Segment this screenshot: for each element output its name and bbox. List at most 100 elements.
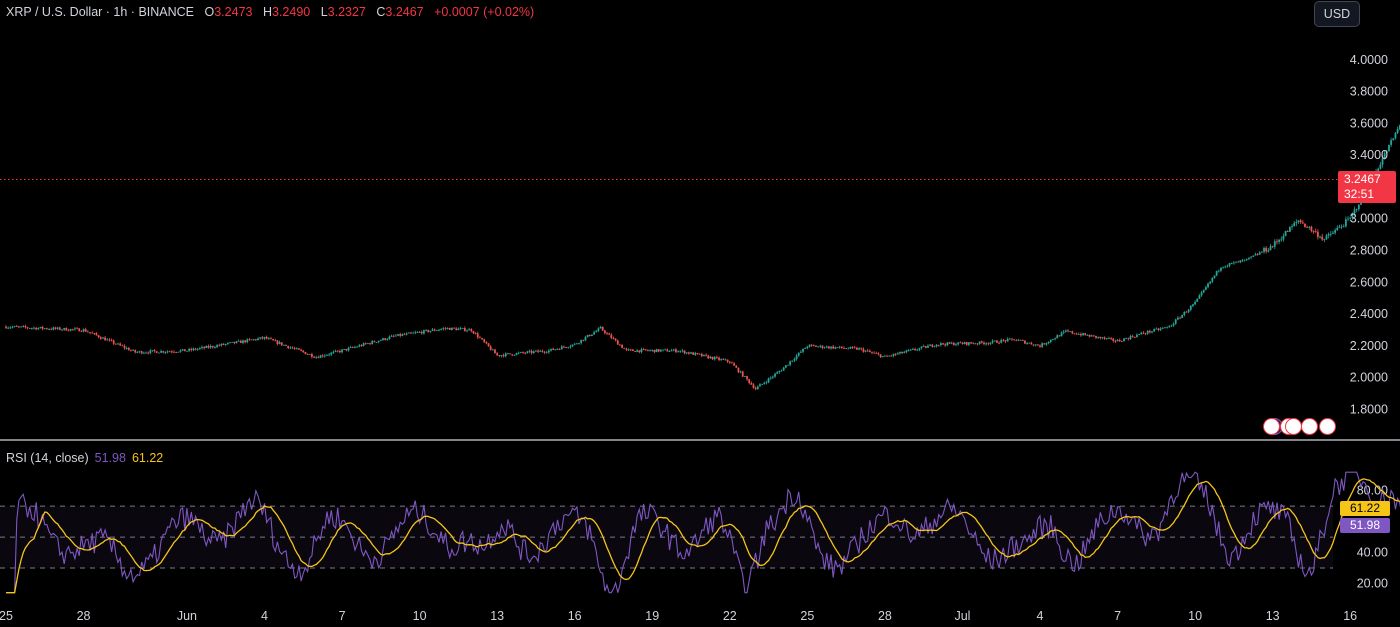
candle-body xyxy=(233,341,236,344)
time-tick-label: 4 xyxy=(261,609,268,623)
candle-body xyxy=(1129,336,1132,340)
candle-body xyxy=(1136,334,1138,338)
symbol-legend[interactable]: XRP / U.S. Dollar · 1h · BINANCE O3.2473… xyxy=(6,5,534,19)
candle-body xyxy=(306,354,309,355)
candle-body xyxy=(666,349,669,352)
candle-body xyxy=(382,338,384,341)
candle-body xyxy=(285,344,287,346)
candle-body xyxy=(993,340,996,342)
candle-body xyxy=(364,343,367,345)
candle-body xyxy=(948,342,951,344)
candle-body xyxy=(11,326,14,328)
candle-body xyxy=(1192,304,1194,306)
candle-body xyxy=(845,348,848,350)
candle-body xyxy=(28,328,31,329)
candle-body xyxy=(776,372,779,374)
candle-body xyxy=(929,344,932,346)
candle-body xyxy=(336,350,339,352)
candle-body xyxy=(61,329,63,331)
candle-body xyxy=(1269,246,1272,251)
candle-body xyxy=(1181,315,1184,319)
candle-body xyxy=(793,359,796,361)
candle-body xyxy=(254,339,257,341)
candle-body xyxy=(1299,220,1302,223)
candle-body xyxy=(970,342,972,344)
candle-body xyxy=(224,343,227,345)
candle-body xyxy=(476,333,479,338)
candle-body xyxy=(1013,339,1016,341)
candle-body xyxy=(550,348,552,351)
candle-body xyxy=(700,354,703,357)
price-tick-label: 2.2000 xyxy=(1350,339,1388,353)
last-price-value: 3.2467 xyxy=(1344,172,1381,187)
candle-body xyxy=(1228,263,1231,266)
candle-body xyxy=(168,351,171,353)
candle-body xyxy=(425,329,427,331)
candle-body xyxy=(190,348,193,351)
candle-body xyxy=(569,346,572,348)
candle-body xyxy=(821,345,824,348)
candle-body xyxy=(63,327,66,330)
candle-body xyxy=(1293,223,1296,227)
candle-body xyxy=(849,347,852,349)
candle-body xyxy=(1069,331,1072,333)
candle-body xyxy=(216,345,219,348)
candle-body xyxy=(746,376,748,380)
us-flag-icon[interactable] xyxy=(1263,418,1280,435)
rsi-value: 51.98 xyxy=(94,451,126,465)
candle-body xyxy=(1133,336,1136,338)
candle-body xyxy=(26,327,29,329)
candle-body xyxy=(722,359,725,360)
candle-body xyxy=(289,347,292,349)
candle-body xyxy=(795,355,798,360)
candle-body xyxy=(1224,266,1227,268)
candle-body xyxy=(750,383,753,385)
candle-body xyxy=(1226,265,1229,267)
candle-body xyxy=(1310,226,1313,232)
candle-body xyxy=(1196,298,1199,302)
candle-body xyxy=(614,338,617,341)
candle-body xyxy=(5,326,7,329)
candle-body xyxy=(229,342,231,344)
candle-body xyxy=(627,349,630,351)
candle-body xyxy=(1284,231,1287,236)
candle-body xyxy=(1026,342,1028,344)
candle-body xyxy=(1301,222,1304,224)
candle-body xyxy=(1075,333,1078,335)
candle-body xyxy=(1008,338,1011,340)
us-flag-icon[interactable] xyxy=(1319,418,1336,435)
candle-body xyxy=(95,333,98,336)
candle-body xyxy=(1248,257,1250,259)
candle-body xyxy=(1157,328,1160,330)
candle-body xyxy=(765,382,768,384)
time-axis[interactable]: 2528Jun4710131619222528Jul47101316192225… xyxy=(0,609,1400,623)
time-tick-label: 4 xyxy=(1037,609,1044,623)
us-flag-icon[interactable] xyxy=(1301,418,1318,435)
candle-body xyxy=(1060,332,1063,337)
candle-body xyxy=(1319,236,1321,238)
candle-body xyxy=(668,351,671,353)
candle-body xyxy=(978,341,981,344)
candle-body xyxy=(330,352,333,355)
currency-button[interactable]: USD xyxy=(1314,1,1360,27)
candle-body xyxy=(162,351,165,353)
price-axis[interactable]: 1.8000 2.0000 2.2000 2.4000 2.6000 2.8000 3.00… xyxy=(1350,53,1388,417)
time-tick-label: 16 xyxy=(568,609,582,623)
candle-body xyxy=(875,353,878,354)
candle-body xyxy=(649,350,651,352)
rsi-legend[interactable]: RSI (14, close) 51.98 61.22 xyxy=(6,451,163,465)
candle-body xyxy=(487,343,490,347)
candle-body xyxy=(231,341,234,343)
us-flag-icon[interactable] xyxy=(1285,418,1302,435)
candle-body xyxy=(983,342,985,345)
candle-body xyxy=(196,348,199,350)
candle-body xyxy=(920,346,923,349)
candle-body xyxy=(1207,283,1209,288)
rsi-title: RSI (14, close) xyxy=(6,451,89,465)
candle-body xyxy=(1077,333,1080,335)
candle-body xyxy=(102,337,104,339)
candle-body xyxy=(1377,168,1380,172)
candle-body xyxy=(853,347,856,349)
time-tick-label: Jun xyxy=(177,609,197,623)
